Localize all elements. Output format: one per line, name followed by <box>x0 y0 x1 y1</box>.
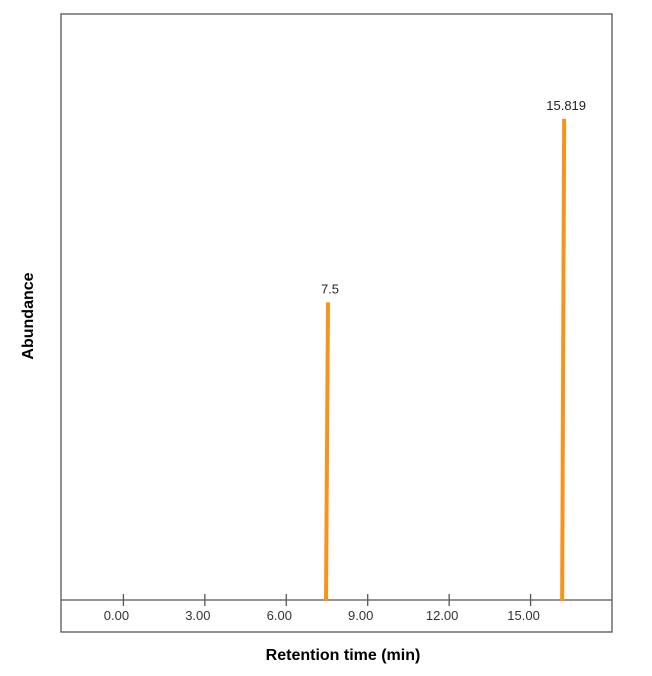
peak-bar <box>324 302 330 602</box>
x-tick-label: 15.00 <box>507 608 540 623</box>
peaks: 7.5 15.819 <box>321 98 586 602</box>
x-tick-label: 12.00 <box>426 608 459 623</box>
peak-label: 15.819 <box>546 98 586 113</box>
x-tick-label: 6.00 <box>267 608 292 623</box>
x-axis-ticks: 0.00 3.00 6.00 9.00 12.00 15.00 <box>104 594 540 623</box>
peak-label: 7.5 <box>321 281 339 296</box>
peak-bar <box>560 118 567 602</box>
x-tick-label: 9.00 <box>348 608 373 623</box>
plot-frame <box>60 13 613 633</box>
x-tick-label: 0.00 <box>104 608 129 623</box>
y-axis-title: Abundance <box>20 272 37 359</box>
x-tick-label: 3.00 <box>185 608 210 623</box>
x-axis-title: Retention time (min) <box>266 647 421 664</box>
